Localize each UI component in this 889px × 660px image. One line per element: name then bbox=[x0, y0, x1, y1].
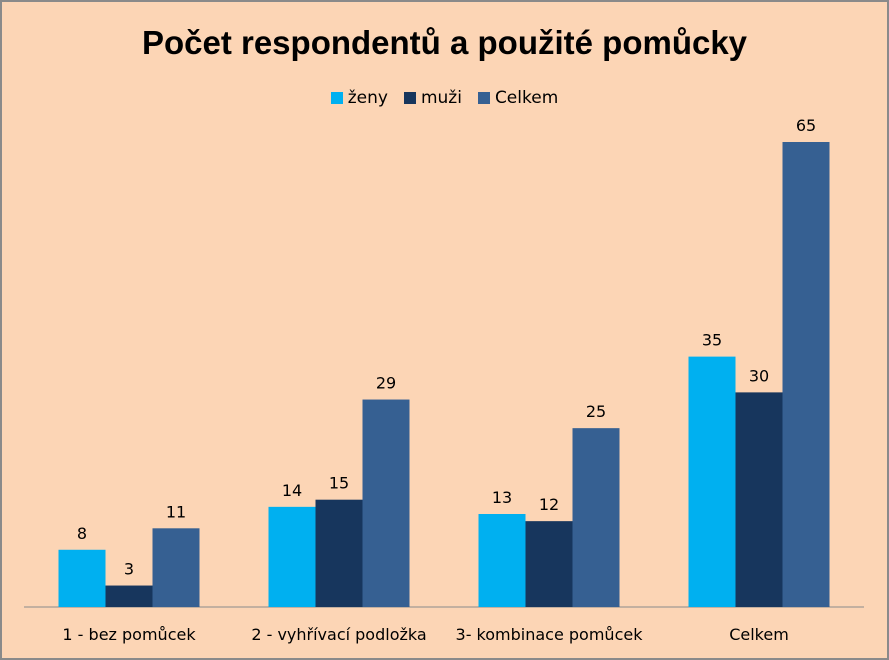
bar-2-2 bbox=[572, 428, 620, 607]
legend-item-muzi: muži bbox=[403, 88, 462, 108]
data-label-1-0: 3 bbox=[124, 560, 134, 579]
bar-0-2 bbox=[478, 514, 526, 607]
legend-item-celkem: Celkem bbox=[477, 88, 559, 108]
legend-swatch-muzi bbox=[403, 92, 416, 104]
data-label-2-0: 11 bbox=[166, 502, 186, 521]
bar-0-0 bbox=[58, 549, 106, 607]
chart-title: Počet respondentů a použité pomůcky bbox=[141, 24, 748, 61]
data-label-1-3: 30 bbox=[749, 366, 769, 385]
legend-swatch-zeny bbox=[330, 92, 343, 104]
data-label-0-2: 13 bbox=[492, 488, 512, 507]
data-label-2-3: 65 bbox=[796, 116, 816, 135]
data-label-0-0: 8 bbox=[77, 524, 87, 543]
data-label-2-1: 29 bbox=[376, 374, 396, 393]
bar-2-1 bbox=[362, 399, 410, 607]
bar-0-1 bbox=[268, 506, 316, 607]
data-label-0-3: 35 bbox=[702, 331, 722, 350]
legend-label-zeny: ženy bbox=[347, 88, 388, 108]
bar-0-3 bbox=[688, 356, 736, 607]
data-label-0-1: 14 bbox=[282, 481, 302, 500]
legend-swatch-celkem bbox=[477, 92, 490, 104]
legend-item-zeny: ženy bbox=[330, 88, 388, 108]
bar-1-3 bbox=[735, 392, 783, 607]
bar-1-2 bbox=[525, 521, 573, 607]
category-label-0: 1 - bez pomůcek bbox=[62, 625, 196, 644]
data-label-2-2: 25 bbox=[586, 402, 606, 421]
legend: ženy muži Celkem bbox=[2, 88, 887, 108]
bar-2-0 bbox=[152, 528, 200, 607]
bar-2-3 bbox=[782, 142, 830, 607]
bar-1-1 bbox=[315, 499, 363, 607]
category-label-1: 2 - vyhřívací podložka bbox=[251, 625, 426, 644]
legend-label-celkem: Celkem bbox=[494, 88, 559, 108]
category-label-3: Celkem bbox=[729, 625, 789, 644]
category-label-2: 3- kombinace pomůcek bbox=[456, 625, 644, 644]
data-label-1-1: 15 bbox=[329, 474, 349, 493]
data-label-1-2: 12 bbox=[539, 495, 559, 514]
bar-1-0 bbox=[105, 585, 153, 607]
legend-label-muzi: muži bbox=[420, 88, 462, 108]
